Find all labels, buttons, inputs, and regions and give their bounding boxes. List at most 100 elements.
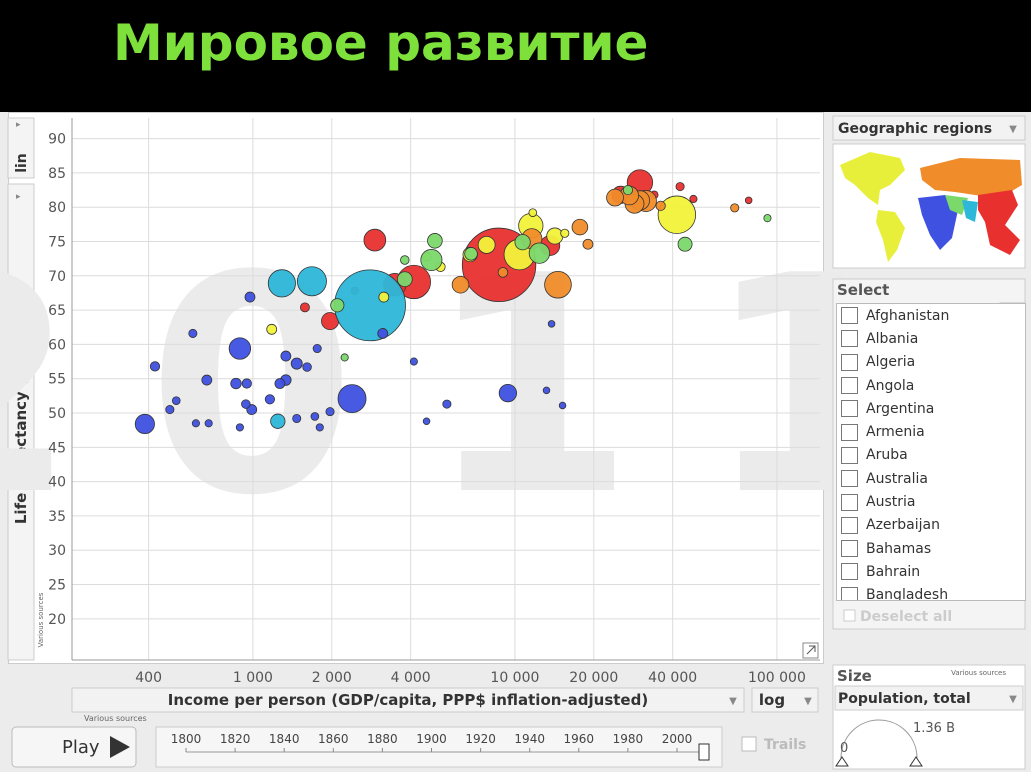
dropdown-arrow: ▼ — [804, 696, 812, 707]
bubble — [528, 242, 551, 264]
bubble — [677, 236, 693, 252]
bubble — [378, 291, 390, 303]
y-scale-button[interactable] — [7, 117, 35, 179]
country-row[interactable]: Albania — [837, 327, 1025, 350]
dropdown-arrow: ▼ — [1009, 694, 1017, 705]
bubble — [235, 423, 244, 432]
x-scale[interactable]: log — [759, 691, 785, 709]
deselect-checkbox[interactable] — [843, 609, 856, 622]
bubble — [427, 233, 443, 249]
country-row[interactable]: Algeria — [837, 351, 1025, 374]
country-name[interactable]: Australia — [866, 470, 928, 487]
size-selector[interactable] — [834, 685, 1024, 711]
bubble — [270, 413, 286, 429]
country-name[interactable]: Austria — [866, 494, 916, 511]
checkbox[interactable] — [841, 353, 858, 371]
timeline-label: 1820 — [220, 732, 251, 746]
country-name[interactable]: Bahamas — [866, 540, 932, 557]
country-row[interactable]: Bahamas — [837, 537, 1025, 560]
country-row[interactable]: Bahrain — [837, 560, 1025, 583]
bubble — [689, 194, 698, 204]
bubble — [542, 386, 551, 395]
country-row[interactable]: Armenia — [837, 420, 1025, 443]
color-by[interactable]: Geographic regions — [838, 121, 992, 137]
bubble — [377, 328, 389, 339]
map-middle-east — [945, 195, 968, 215]
checkbox[interactable] — [841, 493, 858, 511]
country-name[interactable]: Armenia — [866, 424, 925, 441]
x-scale-selector[interactable] — [751, 687, 819, 713]
bubble — [204, 419, 213, 428]
x-axis-label[interactable]: Income per person (GDP/capita, PPP$ infl… — [168, 691, 648, 709]
bubble — [498, 383, 517, 403]
size-handles[interactable] — [835, 756, 923, 767]
checkbox[interactable] — [841, 423, 858, 441]
country-row[interactable]: Aruba — [837, 444, 1025, 467]
y-tick-label: 30 — [48, 543, 66, 559]
country-row[interactable]: Angola — [837, 374, 1025, 397]
country-name[interactable]: Azerbaijan — [866, 517, 940, 534]
country-name[interactable]: Argentina — [866, 400, 935, 417]
country-row[interactable]: Australia — [837, 467, 1025, 490]
select-title: Select — [837, 281, 889, 299]
y-tick-label: 80 — [48, 200, 66, 216]
timeline-handle[interactable] — [698, 743, 710, 761]
country-name[interactable]: Aruba — [866, 447, 908, 464]
title: Мировое развитие — [113, 14, 649, 72]
color-selector[interactable] — [832, 115, 1026, 141]
checkbox[interactable] — [841, 540, 858, 558]
size-by[interactable]: Population, total — [838, 691, 971, 707]
bubble — [292, 413, 302, 424]
checkbox[interactable] — [841, 563, 858, 581]
checkbox[interactable] — [841, 377, 858, 395]
country-name[interactable]: Algeria — [866, 354, 916, 371]
country-name[interactable]: Afghanistan — [866, 307, 950, 324]
source[interactable]: Various sources — [951, 669, 1006, 677]
play-button[interactable] — [11, 726, 137, 768]
country-row[interactable]: Azerbaijan — [837, 514, 1025, 537]
y-tick-label: 75 — [48, 234, 66, 250]
dropdown-arrow: ▼ — [1009, 124, 1017, 135]
y-scale[interactable]: lin — [14, 153, 30, 173]
checkbox[interactable] — [841, 516, 858, 534]
bubble — [547, 320, 556, 328]
timeline-ticks: 1800 1820 1840 1860 1880 1900 1920 1940 1960 1980… — [171, 732, 710, 761]
y-axis-label[interactable]: Life expectancy (years) — [12, 326, 30, 524]
x-axis-selector[interactable] — [71, 687, 745, 713]
country-name[interactable]: Albania — [866, 330, 919, 347]
source[interactable]: Various sources — [84, 714, 147, 723]
checkbox[interactable] — [841, 586, 858, 600]
country-row[interactable]: Afghanistan — [837, 304, 1025, 327]
checkbox[interactable] — [841, 330, 858, 348]
bubble — [280, 350, 292, 362]
country-name[interactable]: Bahrain — [866, 563, 921, 580]
timeline[interactable] — [155, 726, 723, 768]
arrow: ▸ — [16, 120, 21, 130]
deselect-label[interactable]: Deselect all — [860, 609, 952, 625]
x-tick-label: 20 000 — [569, 670, 618, 686]
size-min: 0 — [840, 741, 848, 756]
trails-checkbox[interactable] — [741, 736, 757, 752]
play-label[interactable]: Play — [62, 737, 100, 758]
source[interactable]: Various sources — [37, 592, 45, 647]
country-row[interactable]: Austria — [837, 490, 1025, 513]
y-axis-selector[interactable] — [7, 183, 35, 661]
country-row[interactable]: Bangladesh — [837, 584, 1025, 601]
bubble — [244, 291, 256, 303]
checkbox[interactable] — [841, 400, 858, 418]
country-row[interactable]: Argentina — [837, 397, 1025, 420]
bubble — [315, 423, 324, 432]
x-tick-label: 4 000 — [391, 670, 431, 686]
bubble — [188, 328, 198, 338]
checkbox[interactable] — [841, 446, 858, 464]
country-name[interactable]: Bangladesh — [866, 587, 949, 601]
deselect-button[interactable] — [836, 605, 1024, 627]
timeline-label: 2000 — [662, 732, 693, 746]
checkbox[interactable] — [841, 470, 858, 488]
bubble — [340, 353, 349, 362]
trails-label[interactable]: Trails — [764, 737, 806, 753]
bubble — [325, 407, 335, 417]
map-north-america — [840, 152, 905, 205]
country-name[interactable]: Angola — [866, 377, 915, 394]
checkbox[interactable] — [841, 307, 858, 325]
